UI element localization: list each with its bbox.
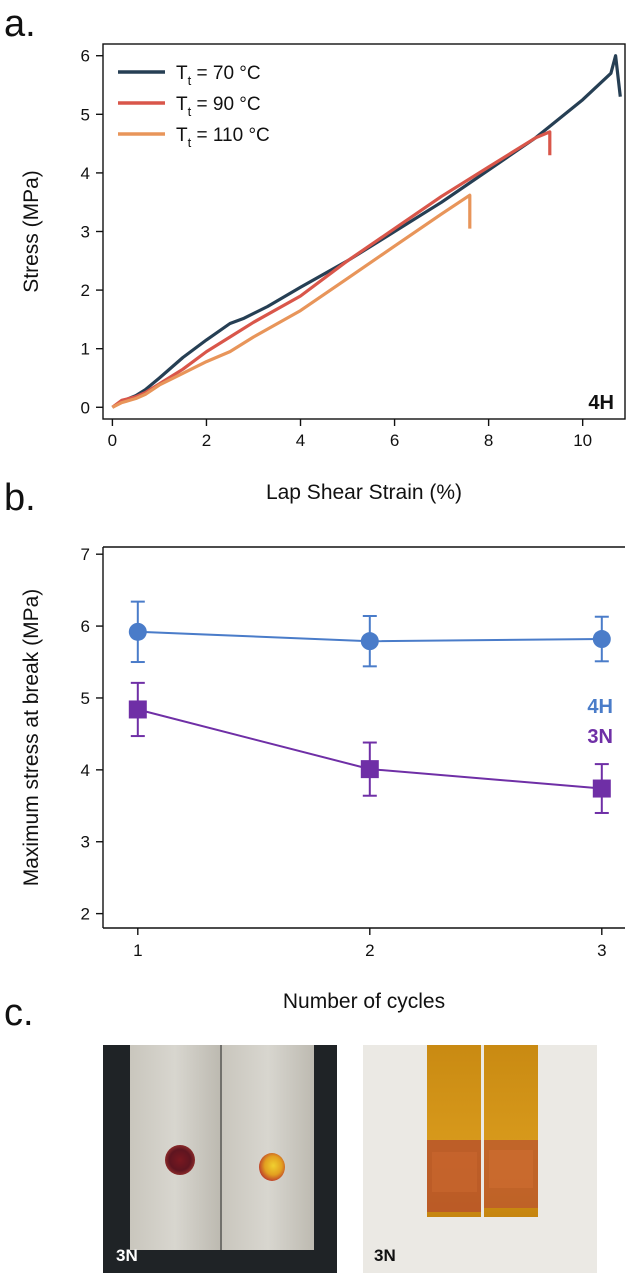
chart-b-ytick-label: 7	[81, 545, 90, 564]
adhesive-spot-yellow	[259, 1153, 285, 1181]
chart-a-ytick-label: 3	[81, 223, 90, 242]
photo-left-metal-strips: 3N	[103, 1045, 337, 1273]
chart-a-ytick-label: 5	[81, 105, 90, 124]
chart-a-xtick-label: 4	[296, 431, 305, 450]
chart-b-xlabel: Number of cycles	[283, 990, 445, 1013]
chart-b-xtick-label: 3	[597, 941, 606, 960]
chart-b-ytick-label: 5	[81, 689, 90, 708]
chart-b-point-circle	[128, 622, 147, 641]
chart-b-ytick-label: 6	[81, 617, 90, 636]
chart-b-ylabel: Maximum stress at break (MPa)	[20, 589, 43, 887]
chart-a-legend-entry-0: Tt = 70 °C	[176, 63, 261, 88]
photo-right-amber-strips: 3N	[363, 1045, 597, 1273]
chart-a-series-line-0	[111, 54, 622, 409]
chart-a-ytick-label: 4	[81, 164, 90, 183]
chart-a-ytick-label: 0	[81, 398, 90, 417]
chart-a-series-line-1	[111, 130, 552, 409]
panel-b-letter: b.	[4, 477, 36, 519]
chart-b-point-square	[128, 700, 147, 719]
chart-b-legend-entry-1: 3N	[587, 726, 613, 748]
chart-a-xtick-label: 2	[202, 431, 211, 450]
chart-a-stress-strain: 0 2 4 6 8 10 0 1 2 3 4 5 6 Lap Shear Strain (%) Stress…	[20, 43, 626, 504]
chart-b-xtick-label: 2	[365, 941, 374, 960]
chart-b-ytick-label: 4	[81, 761, 90, 780]
chart-a-xtick-label: 0	[108, 431, 117, 450]
chart-a-legend-entry-1: Tt = 90 °C	[176, 94, 261, 119]
chart-b-point-circle	[592, 630, 611, 649]
chart-a-series-line-2	[111, 193, 472, 409]
chart-b-point-square	[360, 760, 379, 779]
chart-b-point-square	[592, 779, 611, 798]
chart-a-ytick-label: 6	[81, 47, 90, 66]
chart-a-xlabel: Lap Shear Strain (%)	[266, 481, 462, 504]
adhesive-spot-dark	[165, 1145, 195, 1175]
chart-b-ytick-label: 2	[81, 905, 90, 924]
photo-right-tag: 3N	[374, 1246, 396, 1265]
panel-c-letter: c.	[4, 992, 34, 1034]
chart-b-ytick-label: 3	[81, 833, 90, 852]
chart-b-xtick-label: 1	[133, 941, 142, 960]
panel-a-letter: a.	[4, 3, 36, 45]
chart-a-xtick-label: 8	[484, 431, 493, 450]
chart-a-xtick-label: 6	[390, 431, 399, 450]
chart-b-point-circle	[360, 632, 379, 651]
chart-b-legend-entry-0: 4H	[587, 696, 613, 718]
chart-a-xtick-label: 10	[573, 431, 592, 450]
chart-a-annotation: 4H	[588, 392, 614, 414]
chart-a-ylabel: Stress (MPa)	[20, 170, 43, 293]
chart-a-ytick-label: 1	[81, 340, 90, 359]
chart-a-ytick-label: 2	[81, 281, 90, 300]
photo-left-tag: 3N	[116, 1246, 138, 1265]
chart-a-legend-entry-2: Tt = 110 °C	[176, 125, 270, 150]
chart-b-max-stress-cycles: 1 2 3 2 3 4 5 6 7 Number of cycles Maximum stress …	[20, 545, 625, 1013]
